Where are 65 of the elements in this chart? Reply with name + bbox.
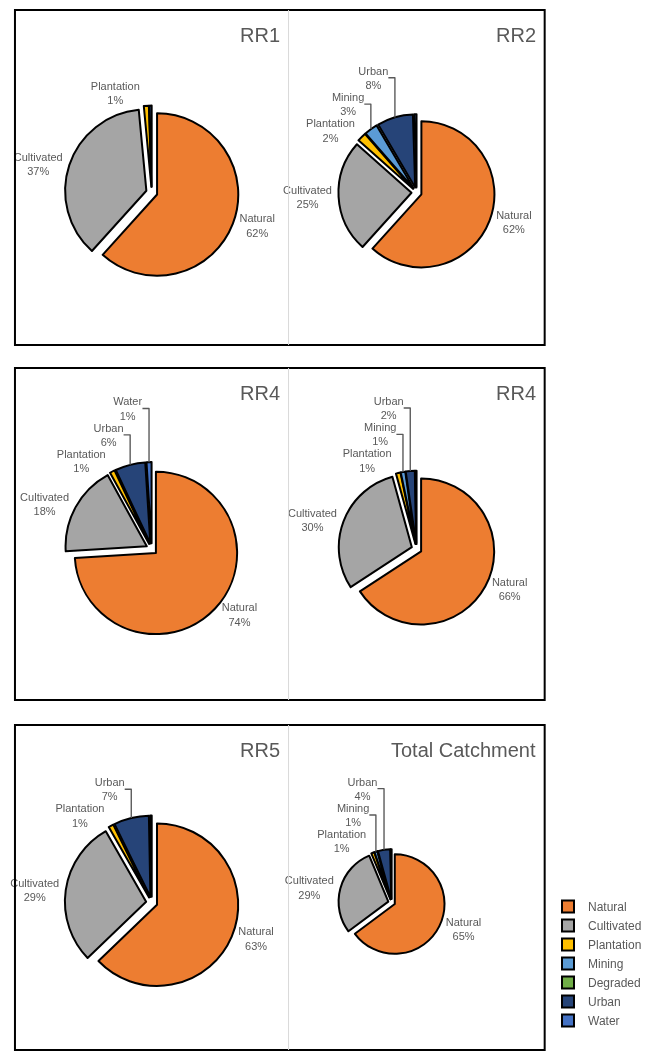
slice-label: Plantation [317, 828, 367, 841]
slice-label: Mining [331, 90, 365, 103]
data-label: 1% [359, 461, 376, 474]
data-label: 2% [322, 131, 339, 144]
slice-label: Natural [238, 925, 274, 938]
slice-label: Urban [347, 775, 378, 788]
chart-title: RR4 [240, 382, 281, 404]
slice-label: Natural [445, 915, 482, 928]
slice-label: Plantation [56, 447, 106, 460]
chart-title: RR5 [240, 739, 281, 761]
legend-label: Cultivated [588, 919, 642, 934]
slice-label: Natural [221, 601, 258, 614]
data-label: 1% [107, 93, 124, 106]
slice-label: Urban [93, 421, 124, 434]
data-label: 62% [246, 226, 269, 239]
slice-label: Plantation [342, 447, 392, 460]
slice-label: Mining [363, 421, 397, 434]
legend-label: Urban [588, 995, 621, 1010]
slice-label: Plantation [55, 802, 105, 815]
data-label: 65% [452, 930, 475, 943]
data-label: 2% [380, 409, 397, 422]
data-label: 1% [71, 816, 89, 829]
data-label: 29% [23, 891, 46, 904]
slice-label: Cultivated [288, 506, 337, 519]
data-label: 1% [345, 816, 362, 829]
data-label: 1% [333, 842, 350, 855]
data-label: 66% [498, 590, 521, 603]
slice-label: Urban [358, 64, 389, 77]
chart-title: Total Catchment [391, 739, 536, 761]
data-label: 74% [228, 615, 251, 628]
slice-label: Plantation [306, 117, 355, 130]
slice-label: Plantation [90, 79, 140, 92]
slice-label: Natural [239, 212, 275, 225]
chart-title: RR1 [240, 24, 281, 46]
slice-label: Urban [94, 776, 125, 789]
data-label: 4% [354, 789, 371, 802]
data-label: 29% [298, 888, 321, 901]
data-label: 1% [119, 409, 136, 422]
slice-label: Water [113, 395, 143, 408]
chart-title: RR2 [496, 24, 537, 46]
legend-label: Plantation [588, 938, 642, 953]
slice-label: Urban [373, 394, 404, 407]
legend-label: Mining [588, 957, 624, 972]
data-label: 62% [502, 223, 526, 236]
slice-label: Cultivated [283, 183, 332, 196]
slice-label: Natural [496, 209, 532, 222]
legend-label: Water [588, 1014, 620, 1029]
data-label: 30% [301, 520, 324, 533]
slice-label: Mining [336, 801, 370, 814]
data-label: 18% [33, 505, 56, 518]
data-label: 7% [101, 790, 118, 803]
chart-title: RR4 [496, 382, 537, 404]
data-label: 6% [100, 435, 117, 448]
slice-label: Cultivated [20, 490, 70, 503]
legend-label: Degraded [588, 976, 641, 991]
data-label: 3% [340, 105, 357, 118]
data-label: 1% [73, 462, 90, 475]
slice-label: Cultivated [284, 874, 334, 887]
data-label: 1% [372, 435, 389, 448]
legend-label: Natural [588, 900, 627, 915]
slice-label: Natural [491, 576, 528, 589]
data-label: 63% [245, 939, 268, 952]
data-label: 8% [365, 78, 382, 91]
data-label: 25% [296, 197, 319, 210]
data-label: 37% [27, 164, 50, 177]
